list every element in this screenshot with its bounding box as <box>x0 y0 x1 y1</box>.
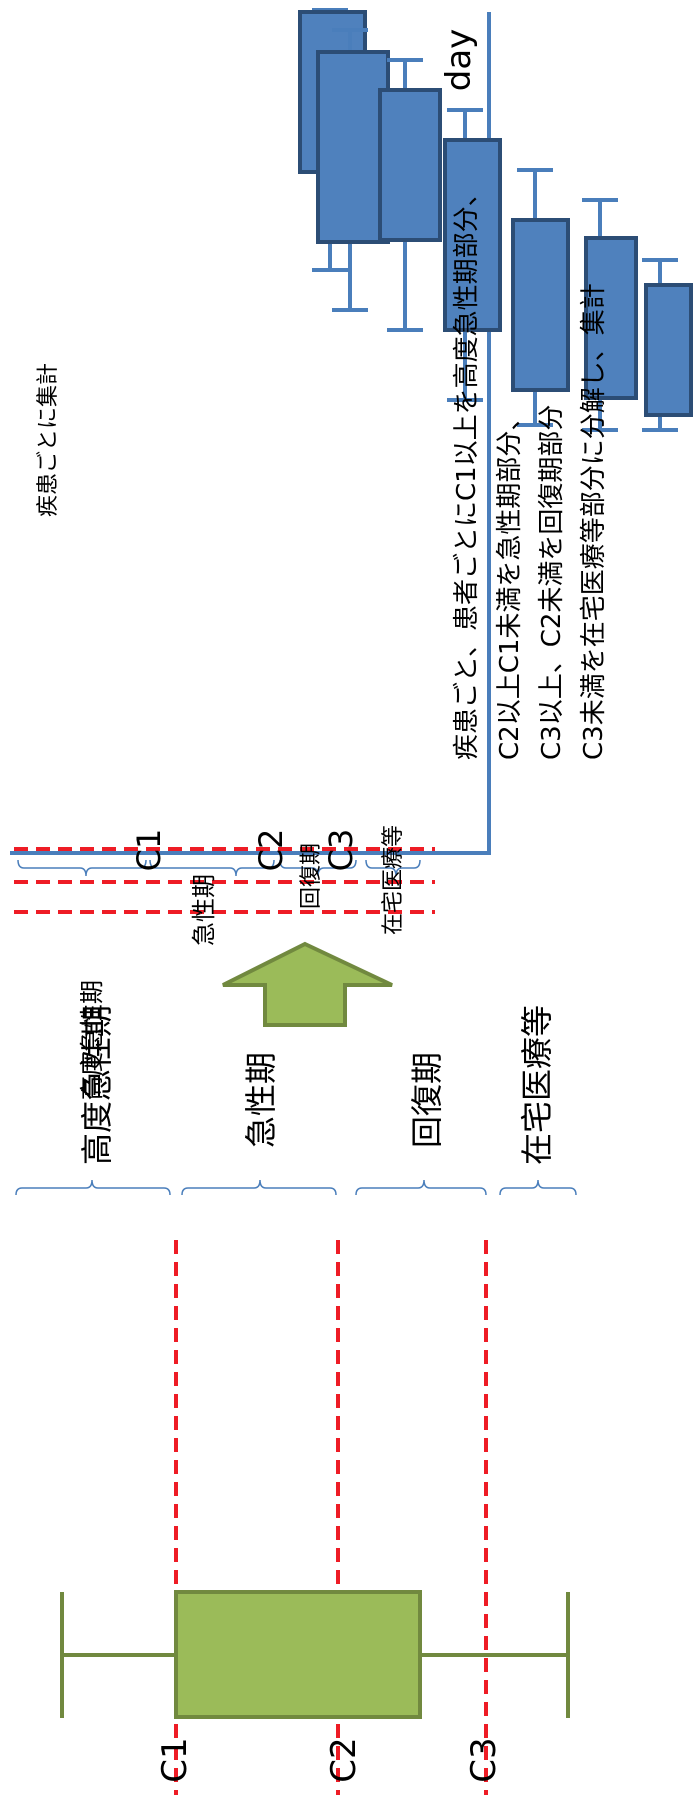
top-threshold-label-c2: C2 <box>252 829 290 872</box>
top-threshold-label-c1: C1 <box>130 829 168 872</box>
top-note-line-4: C3未満を在宅医療等部分に分解し、集計 <box>579 283 609 760</box>
top-box-5 <box>511 168 570 427</box>
bottom-threshold-label-c1: C1 <box>155 1737 195 1782</box>
top-box-6 <box>582 198 638 432</box>
top-title: 疾患ごとに集計 <box>36 363 61 517</box>
bottom-braces <box>15 1179 577 1196</box>
bottom-threshold-label-c3: C3 <box>464 1737 504 1782</box>
bottom-phase-label-1: 高度急性期 <box>78 1005 116 1165</box>
top-box-3 <box>378 58 442 332</box>
top-axis-label-day: day <box>439 29 479 92</box>
bottom-box-plot <box>60 1590 570 1719</box>
top-note-line-3: C3以上、C2未満を回復期部分 <box>537 405 567 760</box>
top-phase-label-1: 高度急性期 <box>78 980 106 1100</box>
top-phase-label-3: 回復期 <box>299 843 324 909</box>
top-box-4 <box>443 108 502 402</box>
top-box-7 <box>642 258 693 432</box>
top-braces <box>17 859 421 877</box>
bottom-phase-label-2: 急性期 <box>242 1052 280 1148</box>
top-note-line-2: C2以上C1未満を急性期部分、 <box>495 405 525 760</box>
top-phase-label-2: 急性期 <box>190 874 218 946</box>
top-phase-label-4: 在宅医療等 <box>381 825 406 935</box>
top-box-2 <box>316 28 390 312</box>
top-threshold-label-c3: C3 <box>322 829 360 872</box>
up-arrow <box>222 941 393 1027</box>
bottom-phase-label-4: 在宅医療等 <box>518 1005 556 1165</box>
top-note-line-1: 疾患ごと、患者ごとにC1以上を高度急性期部分、 <box>452 180 482 760</box>
bottom-phase-label-3: 回復期 <box>408 1052 446 1148</box>
bottom-box <box>174 1590 422 1719</box>
top-box-group <box>298 8 693 432</box>
bottom-threshold-label-c2: C2 <box>324 1737 364 1782</box>
